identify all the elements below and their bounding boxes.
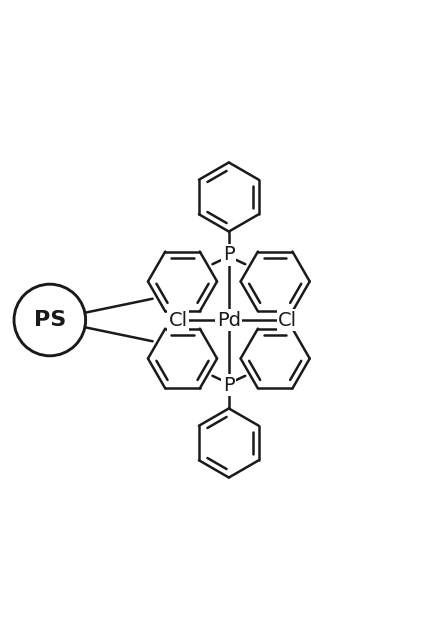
- Text: P: P: [223, 376, 234, 395]
- Text: P: P: [223, 245, 234, 264]
- Text: Cl: Cl: [278, 310, 297, 330]
- Text: Cl: Cl: [169, 310, 188, 330]
- Text: PS: PS: [33, 310, 66, 330]
- Text: Pd: Pd: [217, 310, 241, 330]
